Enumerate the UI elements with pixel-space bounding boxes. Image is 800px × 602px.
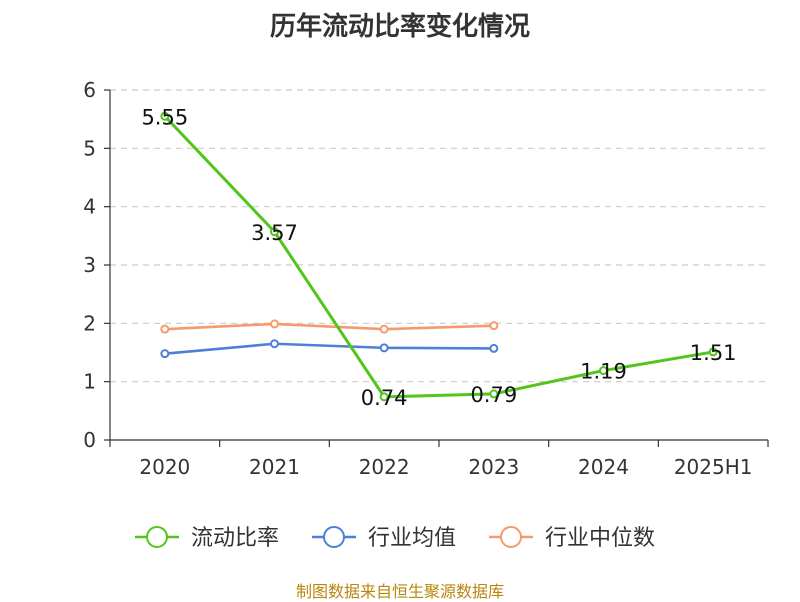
y-tick-label: 2 (83, 311, 96, 335)
data-label: 0.74 (361, 386, 408, 410)
legend-swatch-marker (500, 526, 522, 548)
x-tick-label: 2023 (468, 455, 519, 479)
series-point-0 (708, 347, 718, 357)
source-note: 制图数据来自恒生聚源数据库 (295, 582, 504, 601)
grid-lines (110, 89, 768, 383)
y-tick-label: 0 (83, 428, 96, 452)
x-tick-label: 2022 (359, 455, 410, 479)
series-point-0 (599, 366, 608, 376)
series-point-1 (160, 349, 170, 359)
data-labels: 5.55 3.57 0.74 0.79 1.19 1.51 (141, 105, 736, 410)
series-point-1 (489, 343, 499, 353)
x-tick-label: 2025H1 (674, 455, 753, 479)
legend-label: 流动比率 (191, 526, 279, 551)
series-point-2 (489, 321, 499, 331)
series-point-1 (379, 343, 389, 353)
series-point-2 (160, 324, 170, 334)
data-label: 5.55 (141, 105, 188, 129)
legend-label: 行业均值 (368, 526, 456, 551)
legend-item-2[interactable]: 行业中位数 (489, 526, 655, 551)
series-point-2 (270, 319, 279, 329)
data-label: 0.79 (470, 383, 517, 407)
x-tick-label: 2020 (139, 455, 190, 479)
y-tick-label: 5 (83, 136, 96, 160)
axes: 0 1 2 3 4 5 6 2020 2021 2022 2023 2024 2025H1 (83, 78, 769, 479)
series-line-2 (164, 322, 494, 331)
data-label: 1.51 (690, 341, 737, 365)
chart-title: 历年流动比率变化情况 (269, 12, 530, 42)
series-point-0 (160, 111, 170, 121)
legend-swatch-marker (146, 526, 168, 548)
y-tick-label: 3 (83, 253, 96, 277)
data-label: 1.19 (580, 360, 627, 384)
legend-item-0[interactable]: 流动比率 (135, 526, 279, 551)
legend-item-1[interactable]: 行业均值 (312, 526, 456, 551)
y-tick-label: 4 (83, 195, 96, 219)
series-line-1 (164, 342, 494, 355)
x-tick-label: 2021 (249, 455, 300, 479)
y-tick-label: 1 (83, 370, 96, 394)
series-point-0 (379, 392, 389, 402)
series-point-2 (379, 324, 389, 334)
series-layer (160, 111, 718, 402)
x-tick-label: 2024 (578, 455, 629, 479)
series-point-1 (270, 339, 279, 349)
legend-swatch-marker (323, 526, 345, 548)
y-tick-label: 6 (83, 78, 96, 102)
data-label: 3.57 (251, 221, 298, 245)
legend[interactable]: 流动比率 行业均值 行业中位数 (135, 526, 655, 551)
legend-label: 行业中位数 (545, 526, 655, 551)
series-line-0 (163, 115, 714, 399)
series-point-0 (489, 389, 499, 399)
series-point-0 (270, 227, 279, 237)
